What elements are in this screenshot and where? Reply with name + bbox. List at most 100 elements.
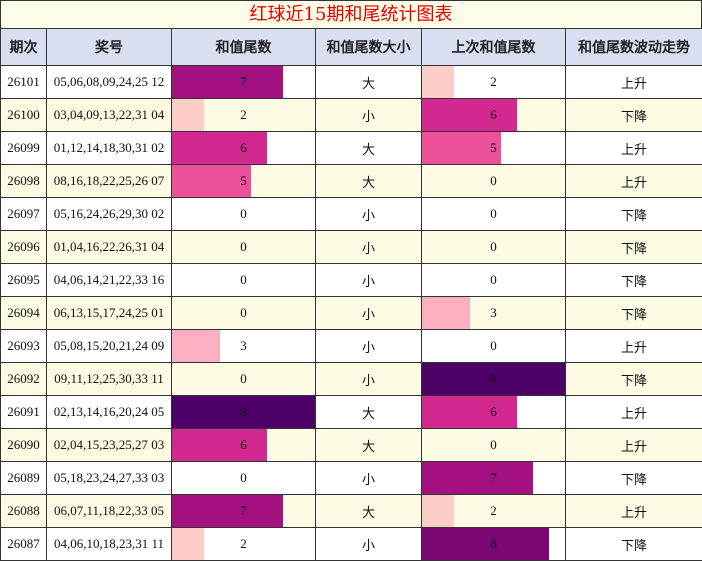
prev-tail-cell-label: 6 [490,107,497,122]
numbers-cell: 05,16,24,26,29,30 02 [46,197,172,231]
prev-tail-cell: 0 [421,164,566,198]
numbers-cell: 06,07,11,18,22,33 05 [46,494,172,528]
size-cell: 大 [315,65,422,99]
prev-tail-cell-label: 0 [490,272,497,287]
sum-tail-cell-label: 5 [240,173,247,188]
period-cell: 26088 [0,494,47,528]
prev-tail-cell-bar [422,363,565,395]
trend-cell: 上升 [565,395,702,429]
sum-tail-cell: 3 [171,329,316,363]
sum-tail-cell-label: 2 [240,107,247,122]
numbers-cell: 02,13,14,16,20,24 05 [46,395,172,429]
sum-tail-cell-label: 0 [240,239,247,254]
period-cell: 26091 [0,395,47,429]
sum-tail-cell-label: 0 [240,305,247,320]
period-cell: 26090 [0,428,47,462]
numbers-cell: 03,04,09,13,22,31 04 [46,98,172,132]
prev-tail-cell-bar [422,528,550,560]
size-cell: 小 [315,527,422,561]
prev-tail-cell-bar [422,66,454,98]
size-cell: 大 [315,395,422,429]
trend-cell: 上升 [565,164,702,198]
size-cell: 大 [315,164,422,198]
trend-cell: 上升 [565,131,702,165]
prev-tail-cell-bar [422,132,502,164]
prev-tail-cell: 9 [421,362,566,396]
sum-tail-cell: 7 [171,65,316,99]
table-row: 26093 05,08,15,20,21,24 09 3 小 0 上升 [0,329,702,363]
table-row: 26101 05,06,08,09,24,25 12 7 大 2 上升 [0,65,702,99]
data-table: 期次 奖号 和值尾数 和值尾数大小 上次和值尾数 和值尾数波动走势 26101 0… [0,28,702,561]
prev-tail-cell: 7 [421,461,566,495]
sum-tail-cell-label: 0 [240,470,247,485]
prev-tail-cell-bar [422,99,518,131]
trend-cell: 下降 [565,362,702,396]
sum-tail-cell-bar [172,528,204,560]
period-cell: 26098 [0,164,47,198]
sum-tail-cell: 0 [171,461,316,495]
size-cell: 小 [315,197,422,231]
period-cell: 26094 [0,296,47,330]
table-row: 26092 09,11,12,25,30,33 11 0 小 9 下降 [0,362,702,396]
table-row: 26087 04,06,10,18,23,31 11 2 小 8 下降 [0,527,702,561]
header-sum-tail: 和值尾数 [171,28,316,66]
header-prev-tail: 上次和值尾数 [421,28,566,66]
trend-cell: 上升 [565,428,702,462]
prev-tail-cell: 3 [421,296,566,330]
table-row: 26098 08,16,18,22,25,26 07 5 大 0 上升 [0,164,702,198]
header-numbers: 奖号 [46,28,172,66]
period-cell: 26087 [0,527,47,561]
sum-tail-cell-bar [172,330,220,362]
sum-tail-cell: 0 [171,263,316,297]
period-cell: 26101 [0,65,47,99]
table-row: 26099 01,12,14,18,30,31 02 6 大 5 上升 [0,131,702,165]
table-row: 26090 02,04,15,23,25,27 03 6 大 0 上升 [0,428,702,462]
size-cell: 小 [315,461,422,495]
prev-tail-cell-label: 0 [490,173,497,188]
prev-tail-cell: 0 [421,230,566,264]
sum-tail-cell-label: 0 [240,206,247,221]
period-cell: 26096 [0,230,47,264]
table-row: 26097 05,16,24,26,29,30 02 0 小 0 下降 [0,197,702,231]
prev-tail-cell: 8 [421,527,566,561]
size-cell: 小 [315,263,422,297]
prev-tail-cell: 5 [421,131,566,165]
prev-tail-cell-label: 7 [490,470,497,485]
numbers-cell: 02,04,15,23,25,27 03 [46,428,172,462]
sum-tail-cell-label: 2 [240,536,247,551]
numbers-cell: 05,06,08,09,24,25 12 [46,65,172,99]
sum-tail-cell-bar [172,99,204,131]
trend-cell: 下降 [565,527,702,561]
trend-cell: 下降 [565,296,702,330]
sum-tail-cell: 0 [171,296,316,330]
sum-tail-cell-bar [172,495,284,527]
table-row: 26091 02,13,14,16,20,24 05 9 大 6 上升 [0,395,702,429]
size-cell: 大 [315,428,422,462]
prev-tail-cell-label: 2 [490,503,497,518]
prev-tail-cell-label: 3 [490,305,497,320]
prev-tail-cell: 2 [421,65,566,99]
size-cell: 大 [315,131,422,165]
sum-tail-cell-label: 0 [240,371,247,386]
prev-tail-cell: 0 [421,428,566,462]
prev-tail-cell-label: 0 [490,206,497,221]
prev-tail-cell-label: 0 [490,338,497,353]
period-cell: 26095 [0,263,47,297]
numbers-cell: 09,11,12,25,30,33 11 [46,362,172,396]
trend-cell: 下降 [565,230,702,264]
size-cell: 小 [315,98,422,132]
trend-cell: 下降 [565,197,702,231]
header-row: 期次 奖号 和值尾数 和值尾数大小 上次和值尾数 和值尾数波动走势 [0,28,702,66]
sum-tail-cell-label: 3 [240,338,247,353]
sum-tail-cell: 0 [171,362,316,396]
period-cell: 26100 [0,98,47,132]
table-row: 26088 06,07,11,18,22,33 05 7 大 2 上升 [0,494,702,528]
sum-tail-cell-label: 7 [240,74,247,89]
trend-cell: 上升 [565,65,702,99]
prev-tail-cell-label: 9 [490,371,497,386]
table-row: 26094 06,13,15,17,24,25 01 0 小 3 下降 [0,296,702,330]
numbers-cell: 04,06,10,18,23,31 11 [46,527,172,561]
prev-tail-cell: 6 [421,98,566,132]
prev-tail-cell: 0 [421,197,566,231]
